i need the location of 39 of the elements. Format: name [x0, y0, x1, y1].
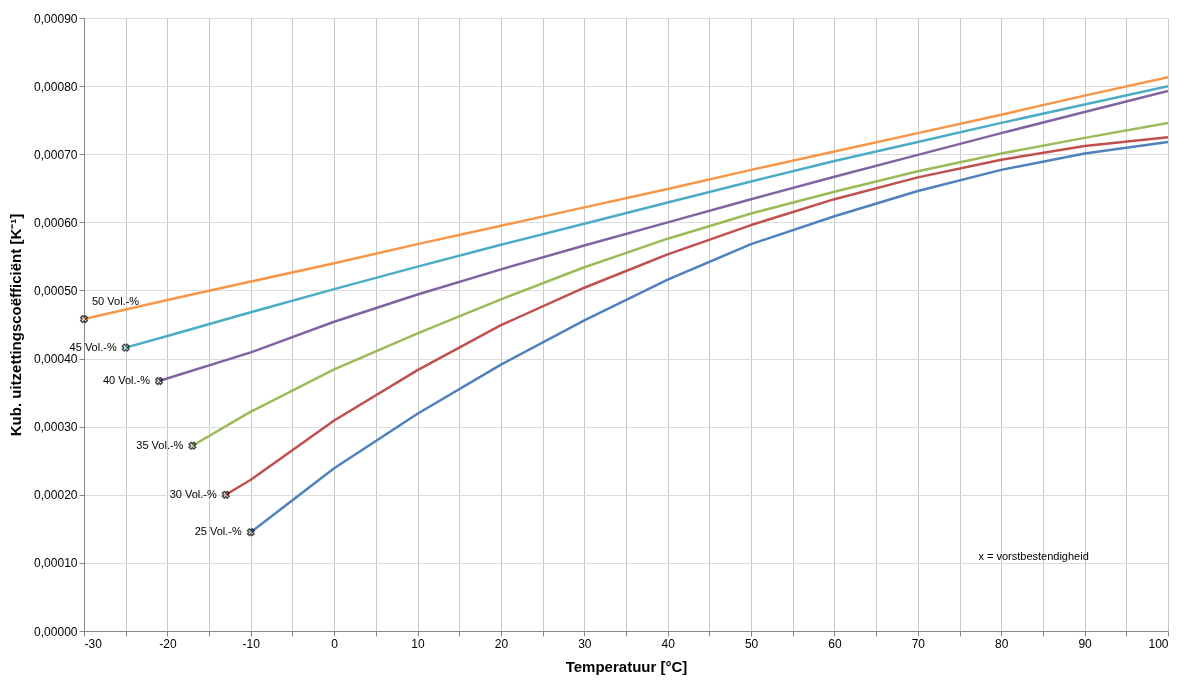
y-tick-label: 0,00010 [34, 556, 78, 571]
x-tick-label: -10 [242, 636, 261, 651]
series-label: 25 Vol.-% [194, 525, 242, 538]
point [154, 376, 164, 386]
y-tick-label: 0,00030 [34, 420, 78, 435]
point [246, 528, 255, 537]
series-label: 45 Vol.-% [69, 340, 117, 353]
x-tick-label: 80 [995, 636, 1009, 651]
x-tick-label: -30 [84, 636, 103, 651]
point [188, 441, 197, 450]
y-tick-label: 0,00060 [34, 215, 78, 230]
x-tick-label: 10 [411, 636, 426, 651]
x-tick-label: 50 [744, 636, 759, 651]
x-tick-label: 90 [1078, 636, 1093, 651]
y-tick-label: 0,00020 [34, 488, 78, 503]
y-tick-label: 0,00000 [34, 624, 78, 639]
annotation: x = vorstbestendigheid [978, 549, 1089, 562]
x-tick-label: 70 [911, 636, 926, 651]
y-tick-label: 0,00040 [34, 352, 78, 367]
x-tick-label: 30 [578, 636, 592, 651]
point [221, 490, 230, 499]
x-tick-label: 20 [494, 636, 509, 651]
x-tick-label: 0 [331, 636, 339, 651]
point [121, 343, 130, 352]
series-label: 30 Vol.-% [169, 487, 217, 500]
series-label: 35 Vol.-% [136, 438, 184, 451]
series-label: 50 Vol.-% [92, 295, 140, 308]
x-tick-label: -20 [159, 636, 177, 651]
series-label: 40 Vol.-% [102, 374, 151, 387]
y-axis-title: Kub. uitzettingscoëfficiënt [K⁻¹] [7, 213, 25, 437]
point [79, 314, 89, 324]
y-tick-label: 0,00070 [34, 147, 78, 162]
x-tick-label: 100 [1148, 636, 1169, 651]
x-tick-label: 60 [828, 636, 842, 651]
y-tick-label: 0,00050 [34, 283, 78, 298]
x-tick-label: 40 [661, 636, 676, 651]
y-tick-label: 0,00080 [34, 79, 78, 94]
x-axis-title: Temperatuur [°C] [565, 657, 688, 675]
y-tick-label: 0,00090 [34, 11, 78, 26]
